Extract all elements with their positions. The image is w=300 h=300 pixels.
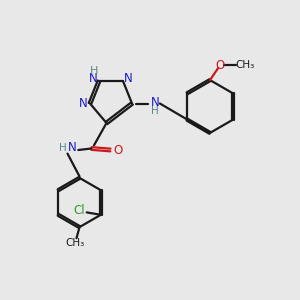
- Text: N: N: [151, 95, 160, 109]
- Text: Cl: Cl: [74, 204, 85, 218]
- Text: H: H: [151, 106, 159, 116]
- Text: CH₃: CH₃: [65, 238, 85, 248]
- Text: N: N: [68, 141, 77, 154]
- Text: N: N: [89, 72, 98, 86]
- Text: N: N: [79, 97, 88, 110]
- Text: H: H: [58, 143, 66, 153]
- Text: CH₃: CH₃: [236, 60, 255, 70]
- Text: O: O: [114, 143, 123, 157]
- Text: H: H: [89, 65, 98, 76]
- Text: N: N: [124, 72, 133, 86]
- Text: O: O: [216, 58, 225, 72]
